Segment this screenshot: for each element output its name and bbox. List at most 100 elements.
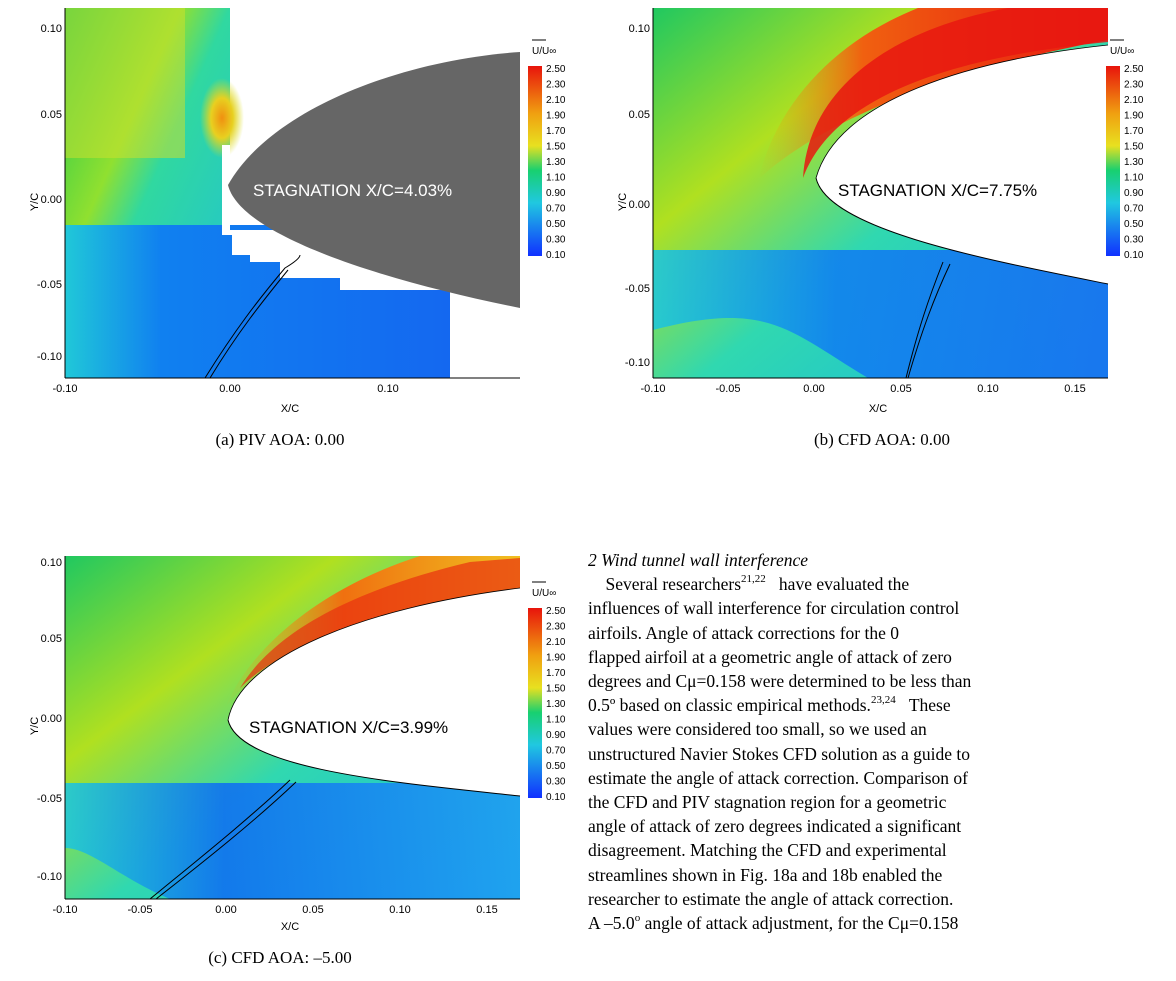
legend-level-label: 2.10 bbox=[1124, 95, 1144, 106]
y-tick: 0.00 bbox=[629, 199, 650, 211]
x-tick: 0.15 bbox=[476, 904, 497, 916]
citation: 21,22 bbox=[741, 573, 766, 586]
legend-levels: 2.50 2.30 2.10 1.90 1.70 1.50 1.30 1.10 0.90 0.70… bbox=[1124, 64, 1144, 261]
y-tick: 0.05 bbox=[41, 633, 62, 645]
figure-panel-a: STAGNATION X/C=4.03% 0.10 0.05 0.00 -0.0… bbox=[0, 0, 566, 470]
x-tick: 0.00 bbox=[215, 904, 236, 916]
x-tick: -0.10 bbox=[52, 904, 77, 916]
contour-plot-b: STAGNATION X/C=7.75% 0.10 0.05 0.00 -0.0… bbox=[617, 8, 1144, 415]
legend-level-label: 0.50 bbox=[1124, 219, 1144, 230]
legend-level-label: 0.70 bbox=[1124, 204, 1144, 215]
legend-level-label: 0.70 bbox=[546, 746, 566, 757]
legend-level-label: 1.30 bbox=[546, 157, 566, 168]
legend-level-label: 1.90 bbox=[546, 111, 566, 122]
x-axis-label: X/C bbox=[281, 403, 299, 415]
text-line: flapped airfoil at a geometric angle of … bbox=[588, 646, 952, 667]
legend-level-label: 0.90 bbox=[1124, 188, 1144, 199]
legend-level-label: 0.70 bbox=[546, 204, 566, 215]
axes-a: 0.10 0.05 0.00 -0.05 -0.10 -0.10 0.00 0.… bbox=[29, 8, 520, 415]
y-axis-label: Y/C bbox=[617, 193, 629, 211]
legend-level-label: 2.30 bbox=[546, 622, 566, 633]
axes-c: 0.10 0.05 0.00 -0.05 -0.10 -0.10 -0.05 0… bbox=[29, 556, 520, 933]
legend-level-label: 2.50 bbox=[546, 606, 566, 617]
airfoil-body bbox=[228, 588, 520, 796]
x-tick: -0.10 bbox=[52, 383, 77, 395]
y-tick: 0.10 bbox=[629, 23, 650, 35]
x-tick: 0.10 bbox=[389, 904, 410, 916]
x-tick: -0.10 bbox=[640, 383, 665, 395]
x-axis-label: X/C bbox=[281, 921, 299, 933]
degree-sign: o bbox=[634, 912, 641, 925]
legend-level-label: 0.90 bbox=[546, 730, 566, 741]
airfoil-body bbox=[228, 52, 520, 308]
legend-level-label: 2.50 bbox=[546, 64, 566, 75]
stagnation-annotation: STAGNATION X/C=3.99% bbox=[249, 718, 448, 737]
y-tick: 0.05 bbox=[41, 109, 62, 121]
text-line: the CFD and PIV stagnation region for a … bbox=[588, 792, 947, 813]
text-line: estimate the angle of attack correction.… bbox=[588, 767, 969, 788]
y-tick: 0.00 bbox=[41, 713, 62, 725]
legend-level-label: 1.30 bbox=[1124, 157, 1144, 168]
y-tick: -0.10 bbox=[37, 351, 62, 363]
legend-levels: 2.50 2.30 2.10 1.90 1.70 1.50 1.30 1.10 0.90 0.70… bbox=[546, 606, 566, 803]
legend-level-label: 2.30 bbox=[1124, 80, 1144, 91]
section-heading: 2 Wind tunnel wall interference bbox=[588, 550, 809, 570]
text-line: angle of attack of zero degrees indicate… bbox=[588, 816, 962, 837]
contour-plot-c: STAGNATION X/C=3.99% 0.10 0.05 0.00 -0.0… bbox=[29, 556, 566, 933]
text-line: degrees and Cμ=0.158 were determined to … bbox=[588, 671, 972, 692]
x-tick: 0.05 bbox=[302, 904, 323, 916]
x-tick: 0.00 bbox=[803, 383, 824, 395]
text-line: disagreement. Matching the CFD and exper… bbox=[588, 840, 947, 861]
airfoil-body bbox=[816, 45, 1108, 284]
text-line: unstructured Navier Stokes CFD solution … bbox=[588, 743, 971, 764]
citation: 23,24 bbox=[870, 694, 896, 707]
legend-level-label: 1.50 bbox=[546, 684, 566, 695]
text-line: 0.5º based on classic empirical methods.… bbox=[588, 694, 951, 716]
legend-a: U/U∞ 2.50 2.30 2.10 1.90 1.70 1.50 1.30 1.10 0.9… bbox=[528, 39, 566, 261]
y-axis-label: Y/C bbox=[29, 717, 41, 735]
x-tick: -0.05 bbox=[127, 904, 152, 916]
legend-level-label: 0.50 bbox=[546, 761, 566, 772]
y-tick: 0.00 bbox=[41, 194, 62, 206]
y-tick: -0.05 bbox=[37, 793, 62, 805]
legend-level-label: 0.30 bbox=[546, 235, 566, 246]
legend-level-label: 1.30 bbox=[546, 699, 566, 710]
x-tick: 0.10 bbox=[977, 383, 998, 395]
x-tick: -0.05 bbox=[715, 383, 740, 395]
legend-level-label: 1.70 bbox=[546, 126, 566, 137]
legend-level-label: 0.30 bbox=[1124, 235, 1144, 246]
legend-c: U/U∞ 2.50 2.30 2.10 1.90 1.70 1.50 1.30 1.10 0.9… bbox=[528, 581, 566, 803]
x-tick: 0.05 bbox=[890, 383, 911, 395]
stagnation-annotation: STAGNATION X/C=4.03% bbox=[253, 181, 452, 200]
y-axis-label: Y/C bbox=[29, 193, 41, 211]
caption-b: (b) CFD AOA: 0.00 bbox=[813, 430, 950, 449]
contour-plot-a: STAGNATION X/C=4.03% 0.10 0.05 0.00 -0.0… bbox=[29, 8, 566, 415]
legend-level-label: 2.50 bbox=[1124, 64, 1144, 75]
legend-level-label: 1.70 bbox=[1124, 126, 1144, 137]
x-tick: 0.00 bbox=[219, 383, 240, 395]
figure-panel-b: STAGNATION X/C=7.75% 0.10 0.05 0.00 -0.0… bbox=[588, 0, 1176, 470]
legend-b: U/U∞ 2.50 2.30 2.10 1.90 1.70 1.50 1.30 1.10 0.9… bbox=[1106, 39, 1144, 261]
legend-level-label: 1.10 bbox=[546, 173, 566, 184]
legend-level-label: 1.90 bbox=[1124, 111, 1144, 122]
text-line: A –5.0o angle of attack adjustment, for … bbox=[588, 912, 959, 934]
caption-c: (c) CFD AOA: –5.00 bbox=[208, 948, 352, 967]
legend-level-label: 0.50 bbox=[546, 219, 566, 230]
legend-level-label: 0.10 bbox=[546, 792, 566, 803]
x-tick: 0.15 bbox=[1064, 383, 1085, 395]
y-tick: -0.10 bbox=[625, 357, 650, 369]
y-tick: 0.10 bbox=[41, 557, 62, 569]
text-line: influences of wall interference for circ… bbox=[588, 598, 960, 619]
legend-level-label: 1.90 bbox=[546, 653, 566, 664]
legend-level-label: 1.10 bbox=[1124, 173, 1144, 184]
y-tick: -0.10 bbox=[37, 871, 62, 883]
text-line: values were considered too small, so we … bbox=[588, 719, 927, 740]
legend-level-label: 1.50 bbox=[546, 142, 566, 153]
legend-level-label: 0.10 bbox=[1124, 250, 1144, 261]
legend-title: U/U∞ bbox=[532, 588, 556, 599]
y-tick: 0.05 bbox=[629, 109, 650, 121]
text-line: streamlines shown in Fig. 18a and 18b en… bbox=[588, 864, 943, 885]
legend-level-label: 2.30 bbox=[546, 80, 566, 91]
legend-level-label: 1.10 bbox=[546, 715, 566, 726]
legend-title: U/U∞ bbox=[532, 46, 556, 57]
